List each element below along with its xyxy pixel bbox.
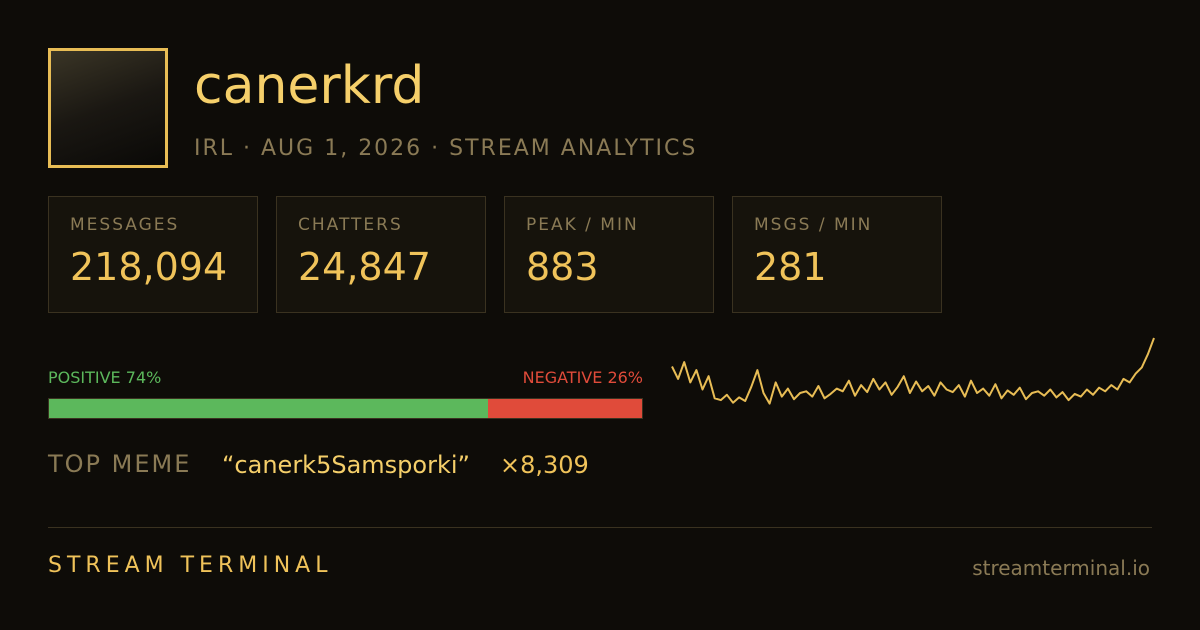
stat-label: CHATTERS: [298, 215, 403, 235]
positive-name: POSITIVE: [48, 368, 121, 387]
stat-label: MSGS / MIN: [754, 215, 873, 235]
stat-value: 24,847: [298, 245, 431, 289]
negative-segment: [487, 399, 642, 418]
negative-label: NEGATIVE 26%: [523, 368, 643, 387]
positive-value: 74%: [125, 368, 162, 387]
url: streamterminal.io: [972, 556, 1150, 580]
stat-card: MESSAGES 218,094: [48, 196, 258, 313]
brand: STREAM TERMINAL: [48, 553, 333, 578]
negative-value: 26%: [607, 368, 643, 387]
stat-card: PEAK / MIN 883: [504, 196, 714, 313]
stat-value: 883: [526, 245, 599, 289]
positive-label: POSITIVE 74%: [48, 368, 161, 387]
stat-label: MESSAGES: [70, 215, 180, 235]
divider: [48, 527, 1152, 528]
negative-name: NEGATIVE: [522, 368, 603, 387]
top-meme-count: ×8,309: [500, 451, 589, 479]
top-meme-text: “canerk5Samsporki”: [222, 451, 470, 479]
positive-segment: [49, 399, 488, 418]
channel-name: canerkrd: [194, 56, 425, 116]
sparkline: [671, 337, 1155, 405]
stat-label: PEAK / MIN: [526, 215, 639, 235]
stat-value: 218,094: [70, 245, 228, 289]
stat-card: CHATTERS 24,847: [276, 196, 486, 313]
sentiment-bar: [48, 398, 643, 419]
avatar: [48, 48, 168, 168]
stat-card: MSGS / MIN 281: [732, 196, 942, 313]
top-meme-label: TOP MEME: [48, 450, 192, 478]
stat-value: 281: [754, 245, 827, 289]
sparkline-line: [671, 337, 1155, 405]
subtitle: IRL · AUG 1, 2026 · STREAM ANALYTICS: [194, 136, 698, 161]
